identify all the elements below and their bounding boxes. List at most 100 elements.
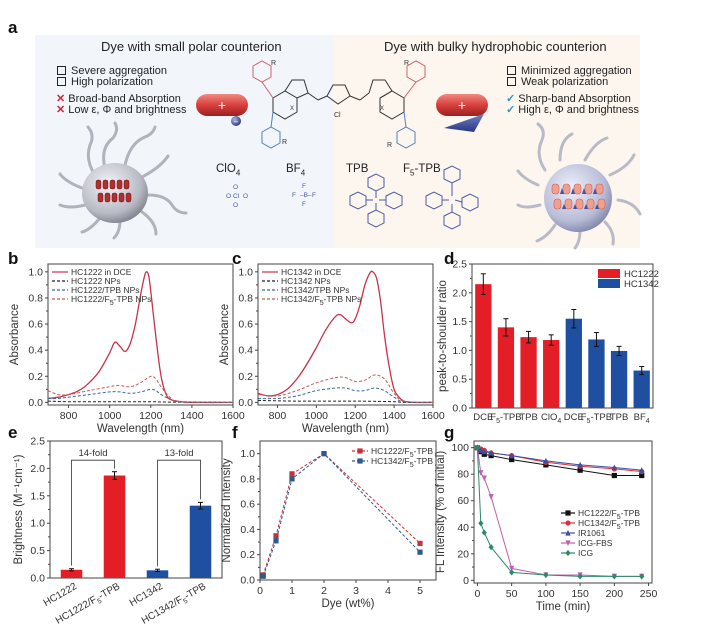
series-line-0: [48, 271, 233, 404]
data-point: [481, 448, 487, 455]
clo4-structure: OO Cl OO: [226, 184, 248, 209]
y-tick-label: 2.5: [30, 436, 45, 448]
x-category-label: TPB: [610, 412, 628, 423]
r-group-label: R: [282, 139, 287, 146]
y-axis-label: peak-to-shoulder ratio: [437, 280, 449, 392]
x-tick-label: 800: [60, 410, 78, 422]
series-line-2: [48, 388, 233, 403]
legend-label: HC1342/F5-TPB: [371, 456, 433, 469]
y-tick-label: 0.4: [238, 345, 253, 357]
y-tick-label: 0.2: [238, 371, 253, 383]
data-point: [417, 549, 423, 555]
bar: [610, 350, 628, 408]
x-tick-label: 0: [475, 588, 481, 600]
x-tick-label: 1200: [344, 410, 368, 422]
x-tick-label: 1600: [221, 410, 245, 422]
legend-marker: [565, 520, 571, 526]
data-point: [577, 461, 583, 468]
data-point: [478, 470, 484, 476]
fold-annotation: 13-fold: [164, 448, 193, 459]
data-point: [481, 451, 487, 457]
svg-text:F: F: [302, 201, 306, 208]
data-point: [273, 533, 279, 539]
plus-sign: +: [458, 97, 466, 113]
series-line-1: [258, 399, 433, 403]
series-line-0: [477, 447, 642, 476]
blue-phenyl-groups: [261, 111, 416, 149]
chart-c: 0.0 0.2 0.4 0.6 0.8 1.0 800 1000 1200 1400 1600 Wav…: [219, 263, 445, 435]
bar: [60, 569, 83, 578]
x-tick-label: 50: [506, 588, 518, 600]
y-tick-label: 0.2: [240, 549, 255, 561]
legend-marker: [565, 529, 571, 536]
legend-label: ICG: [578, 548, 593, 558]
x-tick-label: 250: [640, 588, 658, 600]
series-line-0: [258, 270, 433, 404]
legend-swatch: [598, 269, 620, 278]
y-tick-label: 0.8: [240, 473, 255, 485]
legend-label: HC1222 in DCE: [71, 267, 132, 277]
legend-label: IR1061: [578, 528, 606, 538]
y-tick-label: 0.8: [238, 292, 253, 304]
svg-text:O: O: [233, 184, 238, 191]
left-feature-2: High polarization: [57, 77, 153, 88]
drawback-text: Low ε, Φ and brightness: [68, 104, 187, 116]
plot-frame: [257, 263, 434, 406]
bf4-label: BF4: [286, 163, 306, 178]
legend-marker: [565, 510, 571, 516]
x-tick-label: 1: [289, 585, 295, 597]
y-tick-label: 20: [457, 548, 469, 560]
bf4-structure: FF –B– FF: [292, 183, 316, 208]
data-point: [509, 456, 515, 463]
data-point: [543, 571, 549, 579]
f5tpb-structure: [425, 165, 479, 230]
y-tick-label: 0.8: [28, 292, 43, 304]
x-category-label: DCE: [473, 412, 493, 423]
x-tick-label: 1600: [421, 410, 445, 422]
plus-sign: +: [218, 97, 226, 113]
x-category-label: F5-TPB: [490, 412, 521, 425]
x-heteroatom-label: X: [380, 106, 384, 112]
legend-marker: [357, 448, 363, 454]
panel-a-illustration: + – + R R R R Cl X X: [58, 60, 642, 250]
y-tick-label: 1.0: [28, 266, 43, 278]
bar: [146, 570, 169, 578]
y-tick-label: 0.0: [28, 397, 43, 409]
data-point: [577, 573, 583, 580]
x-category-label: TPB: [519, 412, 537, 423]
data-point: [611, 472, 617, 479]
x-heteroatom-label: X: [290, 106, 294, 112]
data-point: [543, 462, 549, 468]
chart-f: 0.0 0.2 0.4 0.6 0.8 1.0 0 1 2 3 4 5 Dye (wt%) Normali…: [221, 440, 437, 610]
left-box-title: Dye with small polar counterion: [101, 39, 282, 54]
cross-icon: ✕: [56, 93, 66, 105]
panel-f-letter: f: [232, 423, 238, 442]
legend-label: HC1222/TPB NPs: [71, 285, 140, 295]
x-tick-label: 2: [321, 585, 327, 597]
y-tick-label: 0.5: [30, 545, 45, 557]
y-tick-label: 1.0: [452, 345, 467, 357]
x-tick-label: 1400: [180, 410, 204, 422]
y-tick-label: 0.4: [28, 345, 43, 357]
x-tick-label: 1200: [139, 410, 163, 422]
fold-bracket: [71, 459, 115, 566]
y-axis-label: Absorbance: [219, 304, 231, 365]
f5tpb-label: F5-TPB: [403, 163, 441, 178]
bar: [475, 284, 492, 408]
legend-label: HC1222/F5-TPB NPs: [71, 294, 151, 307]
chart-b: 0.0 0.2 0.4 0.6 0.8 1.0 800 1000 1200 1400 1600 Wav…: [9, 263, 245, 435]
y-tick-label: 0.2: [28, 371, 43, 383]
fold-annotation: 14-fold: [78, 448, 107, 459]
legend-label: HC1342: [624, 279, 659, 290]
x-tick-label: 4: [385, 585, 391, 597]
plot-frame: [473, 440, 653, 584]
right-benefit-1: ✓ Sharp-band Absorption: [506, 94, 631, 105]
svg-text:–B–: –B–: [300, 192, 312, 199]
panel-e-letter: e: [8, 423, 18, 442]
data-point: [289, 476, 295, 482]
y-tick-label: 0.6: [238, 319, 253, 331]
data-point: [481, 475, 487, 482]
x-tick-label: 200: [606, 588, 624, 600]
